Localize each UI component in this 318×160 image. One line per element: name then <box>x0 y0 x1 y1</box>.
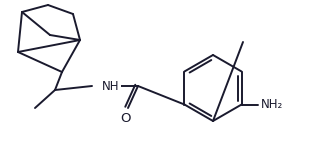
Text: NH: NH <box>102 80 120 92</box>
Text: O: O <box>121 112 131 124</box>
Text: NH₂: NH₂ <box>260 98 283 111</box>
